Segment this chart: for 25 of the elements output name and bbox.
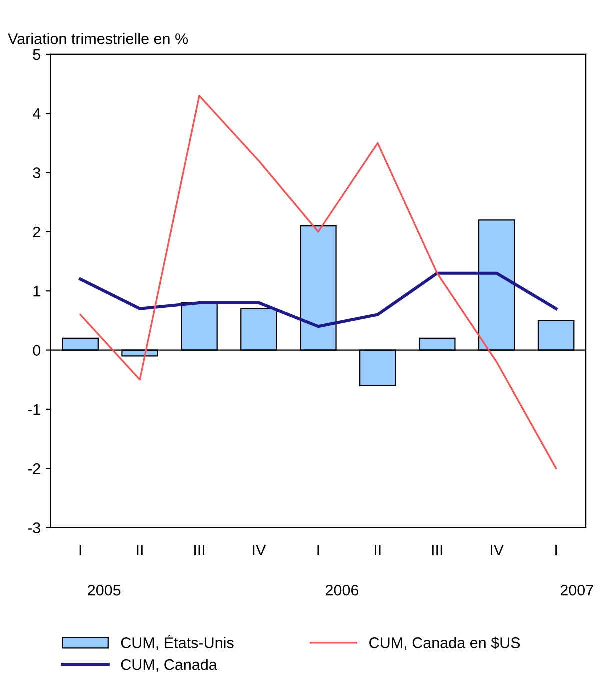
y-tick-label: 2 <box>33 226 40 238</box>
y-tick-label: 3 <box>33 168 40 178</box>
x-tick-label: III <box>432 545 442 556</box>
y-tick-label: 0 <box>33 345 41 356</box>
x-tick-label: II <box>375 545 381 556</box>
x-tick-label: III <box>194 545 204 556</box>
x-tick-label: IV <box>491 545 504 556</box>
text: 2007 <box>560 584 594 596</box>
x-tick-label: II <box>137 545 143 556</box>
x-tick-label: I <box>556 545 558 556</box>
x-tick-label: I <box>80 545 82 556</box>
y-tick-label: -1 <box>28 404 40 415</box>
text: 2006 <box>326 584 359 596</box>
text: 2005 <box>88 584 121 596</box>
legend-label: CUM, Canada en $US <box>370 636 520 650</box>
x-tick-label: IV <box>253 545 266 556</box>
y-tick-label: 1 <box>34 286 40 297</box>
y-tick-label: -2 <box>28 463 40 474</box>
y-tick-label: -3 <box>28 522 40 534</box>
x-tick-label: I <box>318 545 320 556</box>
legend-label: CUM, Canada <box>121 659 218 672</box>
y-tick-label: 4 <box>32 108 41 120</box>
y-tick-label: 5 <box>33 50 40 60</box>
y-axis-title: Variation trimestrielle en % <box>8 33 188 44</box>
legend-label: CUM, États-Unis <box>121 634 234 650</box>
